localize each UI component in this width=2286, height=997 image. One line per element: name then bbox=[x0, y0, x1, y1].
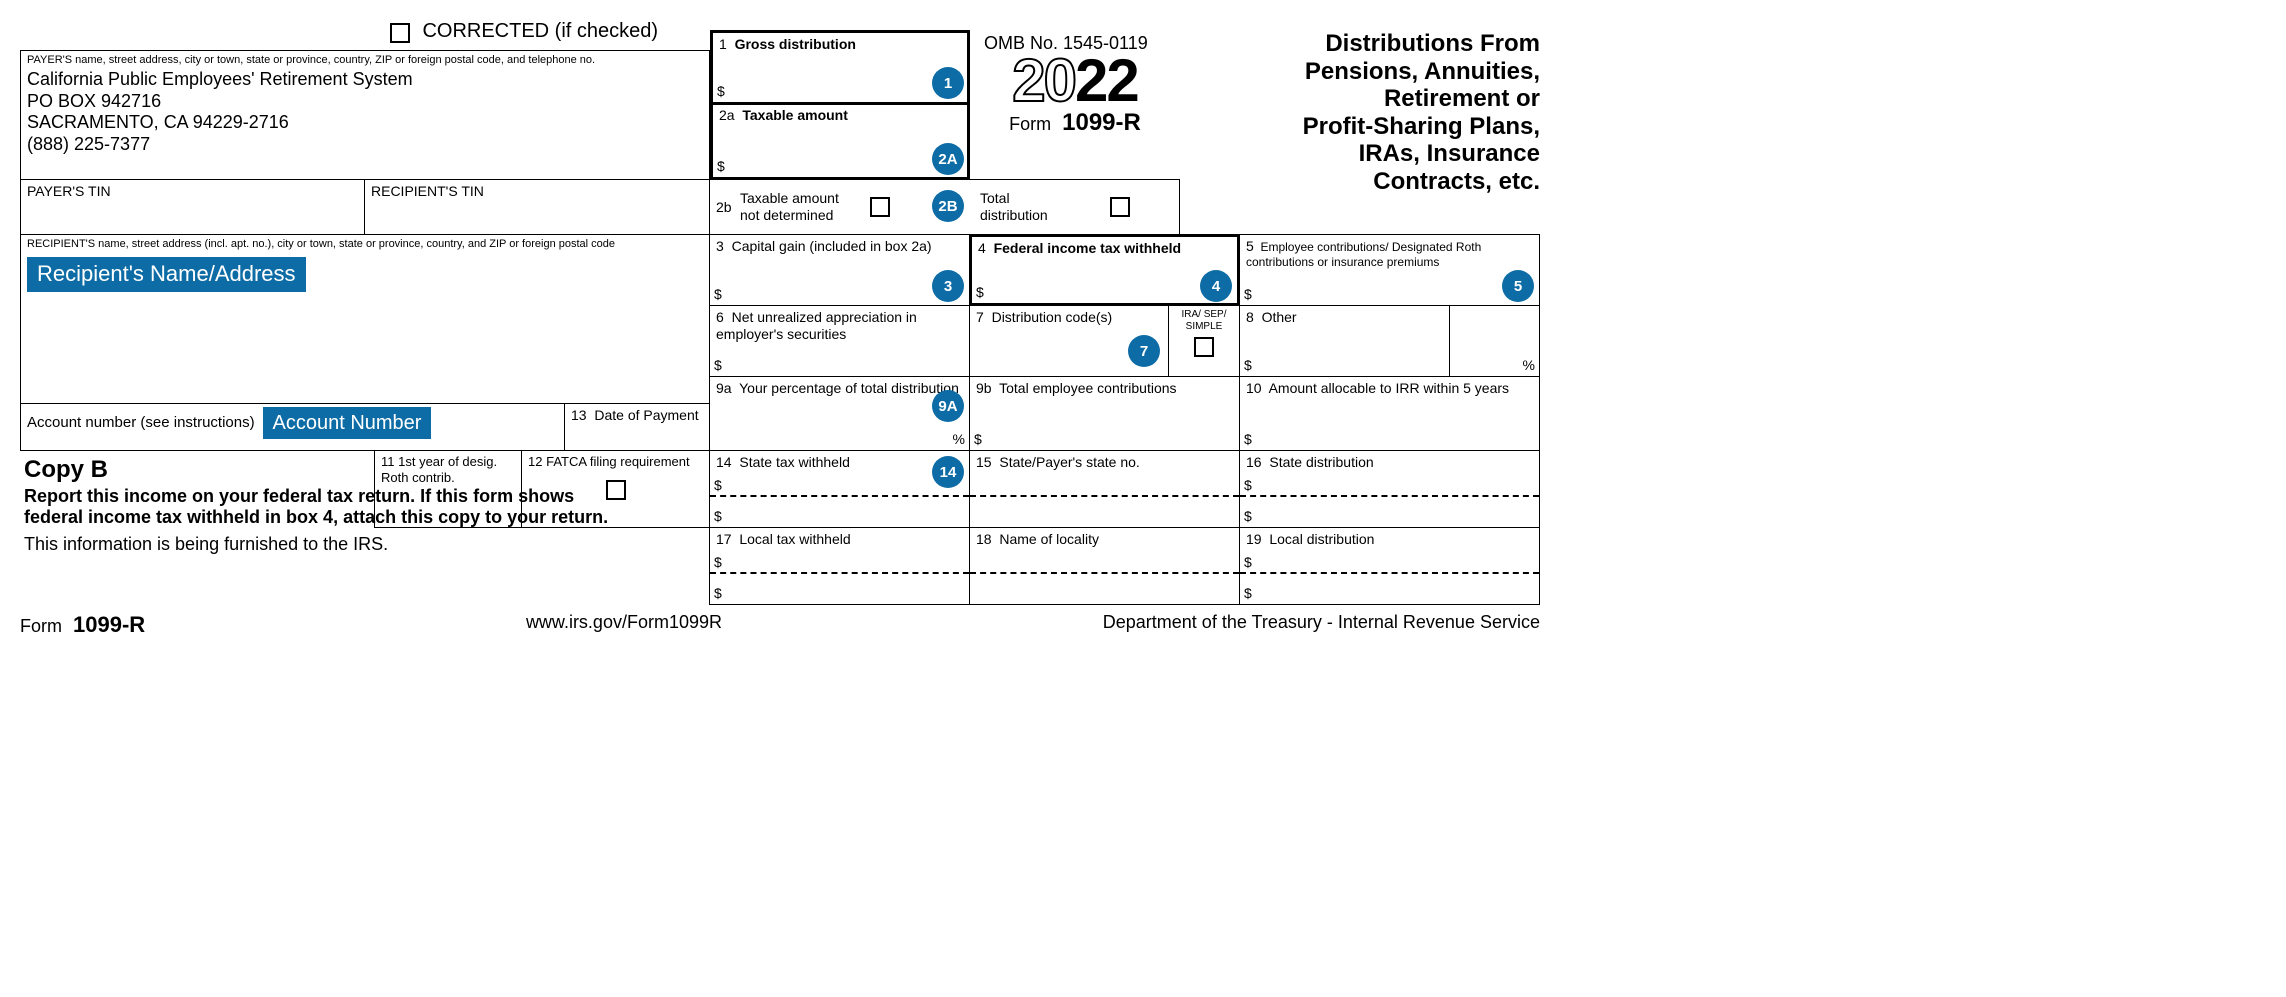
box-13: 13 Date of Payment bbox=[564, 403, 710, 451]
box-6: 6 Net unrealized appreciation in employe… bbox=[709, 305, 970, 377]
box-14: 14 State tax withheld $ $ bbox=[709, 450, 970, 528]
form-number: 1099-R bbox=[1062, 109, 1141, 136]
payer-name: California Public Employees' Retirement … bbox=[27, 69, 703, 91]
box-1: 1 Gross distribution $ bbox=[710, 30, 970, 105]
badge-14: 14 bbox=[932, 456, 964, 488]
year-outline: 20 bbox=[1012, 47, 1075, 114]
year-block: OMB No. 1545-0119 2022 Form 1099-R bbox=[970, 30, 1180, 180]
total-distribution-checkbox[interactable] bbox=[1110, 197, 1130, 217]
box-12: 12 FATCA filing requirement bbox=[521, 450, 710, 528]
recipient-block: RECIPIENT'S name, street address (incl. … bbox=[20, 234, 710, 404]
badge-2a: 2A bbox=[932, 143, 964, 175]
footer-url: www.irs.gov/Form1099R bbox=[526, 612, 722, 638]
recipient-tin: RECIPIENT'S TIN bbox=[364, 179, 710, 235]
form-label: Form bbox=[1009, 114, 1051, 134]
footer-form-num: 1099-R bbox=[73, 612, 145, 637]
badge-4: 4 bbox=[1200, 270, 1232, 302]
payer-addr2: SACRAMENTO, CA 94229-2716 bbox=[27, 112, 703, 134]
corrected-label: CORRECTED (if checked) bbox=[422, 20, 658, 42]
badge-7: 7 bbox=[1128, 335, 1160, 367]
corrected-checkbox[interactable] bbox=[390, 23, 410, 43]
fatca-checkbox[interactable] bbox=[606, 480, 626, 500]
badge-5: 5 bbox=[1502, 270, 1534, 302]
badge-9a: 9A bbox=[932, 390, 964, 422]
ira-sep-simple-checkbox[interactable] bbox=[1194, 337, 1214, 357]
payer-tin: PAYER'S TIN bbox=[20, 179, 365, 235]
box-3: 3 Capital gain (included in box 2a) $ bbox=[709, 234, 970, 306]
box-4: 4 Federal income tax withheld $ bbox=[969, 234, 1240, 306]
box-8-pct: % bbox=[1449, 305, 1540, 377]
footer-dept: Department of the Treasury - Internal Re… bbox=[1103, 612, 1540, 638]
payer-section-label: PAYER'S name, street address, city or to… bbox=[27, 54, 703, 67]
recipient-name-highlight: Recipient's Name/Address bbox=[27, 257, 306, 291]
badge-3: 3 bbox=[932, 270, 964, 302]
box-8: 8 Other $ bbox=[1239, 305, 1450, 377]
box-9b: 9b Total employee contributions $ bbox=[969, 376, 1240, 451]
year-solid: 22 bbox=[1075, 47, 1138, 114]
corrected-row: CORRECTED (if checked) bbox=[390, 20, 658, 43]
box-10: 10 Amount allocable to IRR within 5 year… bbox=[1239, 376, 1540, 451]
payer-block: PAYER'S name, street address, city or to… bbox=[20, 50, 710, 180]
box-9a: 9a Your percentage of total distribution… bbox=[709, 376, 970, 451]
payer-phone: (888) 225-7377 bbox=[27, 134, 703, 156]
account-number-box: Account number (see instructions) Accoun… bbox=[20, 403, 565, 451]
box-7-ira: IRA/ SEP/ SIMPLE bbox=[1168, 305, 1240, 377]
footer-row: Form 1099-R www.irs.gov/Form1099R Depart… bbox=[20, 612, 1540, 638]
badge-2b: 2B bbox=[932, 190, 964, 222]
box-11: 11 1st year of desig. Roth contrib. bbox=[374, 450, 522, 528]
box-18: 18 Name of locality bbox=[969, 527, 1240, 605]
form-title: Distributions From Pensions, Annuities, … bbox=[1180, 30, 1540, 196]
box-16: 16 State distribution $ $ bbox=[1239, 450, 1540, 528]
box-17: 17 Local tax withheld $ $ bbox=[709, 527, 970, 605]
box-5: 5 Employee contributions/ Designated Rot… bbox=[1239, 234, 1540, 306]
box-19: 19 Local distribution $ $ bbox=[1239, 527, 1540, 605]
box-2a: 2a Taxable amount $ bbox=[710, 103, 970, 180]
not-determined-checkbox[interactable] bbox=[870, 197, 890, 217]
recipient-section-label: RECIPIENT'S name, street address (incl. … bbox=[27, 238, 703, 251]
account-number-highlight: Account Number bbox=[263, 407, 432, 439]
badge-1: 1 bbox=[932, 67, 964, 99]
payer-addr1: PO BOX 942716 bbox=[27, 91, 703, 113]
box-15: 15 State/Payer's state no. bbox=[969, 450, 1240, 528]
